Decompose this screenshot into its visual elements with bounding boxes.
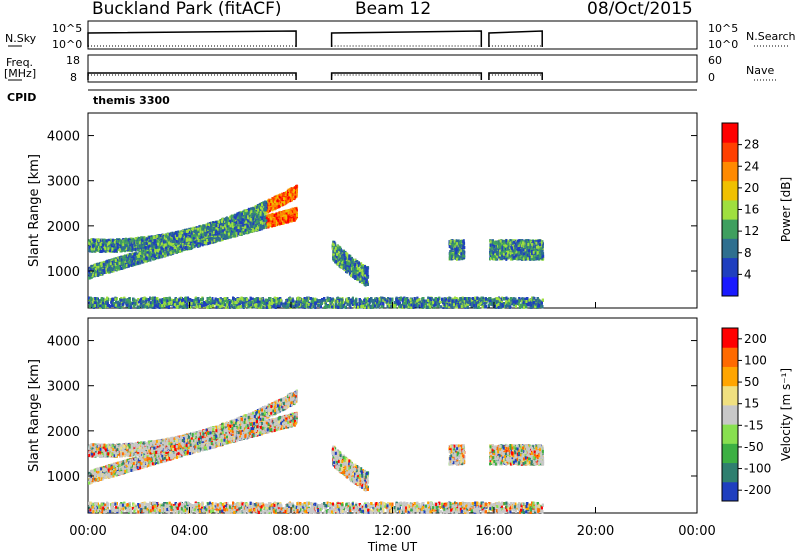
colorbar-tick-label: -100 — [744, 462, 771, 476]
y-tick-label: 2000 — [47, 220, 80, 235]
colorbar-tick-label: 100 — [744, 353, 767, 367]
colorbar-swatch — [722, 276, 738, 297]
x-tick-label: 16:00 — [475, 524, 512, 539]
colorbar-tick-label: 15 — [744, 397, 759, 411]
x-axis-label: Time UT — [367, 540, 418, 554]
y-tick-label: 1000 — [47, 265, 80, 280]
y-tick-label: 3000 — [47, 380, 80, 395]
nsky-trace-2 — [488, 30, 543, 47]
x-tick-label: 00:00 — [678, 524, 715, 539]
y-tick-label: 1000 — [47, 470, 80, 485]
colorbar-swatch — [722, 385, 738, 406]
freq-tick-high: 18 — [66, 54, 80, 67]
velocity-echo-cells — [88, 389, 545, 514]
colorbar-frame — [721, 327, 739, 502]
colorbar-swatch — [722, 142, 738, 162]
beam-title: Beam 12 — [355, 0, 431, 19]
nave-tick-high: 60 — [708, 54, 722, 67]
colorbar-swatch — [722, 404, 738, 425]
colorbar-tick-label: 16 — [744, 203, 759, 217]
x-tick-label: 00:00 — [69, 524, 106, 539]
colorbar-tick-label: 20 — [744, 181, 759, 195]
x-tick-label: 20:00 — [577, 524, 614, 539]
nave-label: Nave — [746, 64, 774, 77]
colorbar-label: Power [dB] — [779, 177, 793, 242]
nsearch-tick-low: 10^0 — [708, 38, 738, 51]
freq-trace-0 — [87, 72, 297, 80]
colorbar-tick-label: -50 — [744, 440, 764, 454]
colorbar-swatch — [722, 161, 738, 182]
y-tick-label: 2000 — [47, 425, 80, 440]
colorbar-swatch — [722, 328, 738, 348]
freq-unit-label: [MHz] — [4, 67, 36, 80]
nsky-panel-frame — [87, 20, 698, 50]
colorbar-swatch — [722, 199, 738, 220]
colorbar-tick-label: 12 — [744, 224, 759, 238]
cpid-label: CPID — [7, 91, 36, 104]
freq-trace-2 — [488, 72, 543, 80]
nsky-label: N.Sky — [5, 32, 36, 45]
colorbar-swatch — [722, 366, 738, 387]
y-axis-label: Slant Range [km] — [27, 359, 42, 472]
colorbar-tick-label: -200 — [744, 483, 771, 497]
freq-panel-frame — [87, 54, 698, 83]
freq-tick-low: 8 — [70, 71, 77, 84]
colorbar-swatch — [722, 462, 738, 483]
x-tick-label: 04:00 — [171, 524, 208, 539]
nave-tick-low: 0 — [708, 71, 715, 84]
colorbar-tick-label: 200 — [744, 332, 767, 346]
y-tick-label: 4000 — [47, 130, 80, 145]
power-echo-cells — [88, 184, 545, 309]
colorbar-label: Velocity [m s⁻¹] — [779, 368, 793, 461]
power-panel-frame — [87, 112, 698, 309]
colorbar-swatch — [722, 257, 738, 278]
y-tick-label: 3000 — [47, 175, 80, 190]
freq-trace-1 — [330, 72, 483, 80]
colorbar-tick-label: 50 — [744, 375, 759, 389]
colorbar-swatch — [722, 238, 738, 259]
colorbar-swatch — [722, 219, 738, 239]
colorbar-swatch — [722, 123, 738, 143]
colorbar-swatch — [722, 443, 738, 464]
colorbar-tick-label: -15 — [744, 418, 764, 432]
colorbar-tick-label: 4 — [744, 267, 752, 281]
colorbar-tick-label: 28 — [744, 138, 759, 152]
x-tick-label: 12:00 — [374, 524, 411, 539]
station-title: Buckland Park (fitACF) — [92, 0, 282, 19]
y-axis-label: Slant Range [km] — [27, 154, 42, 267]
colorbar-tick-label: 8 — [744, 246, 752, 260]
date-title: 08/Oct/2015 — [587, 0, 693, 19]
freq-label: Freq. — [6, 56, 33, 69]
y-tick-label: 4000 — [47, 335, 80, 350]
nsky-tick-high: 10^5 — [52, 22, 82, 35]
colorbar-swatch — [722, 481, 738, 502]
cpid-value: themis 3300 — [93, 94, 170, 107]
nsearch-label: N.Search — [746, 30, 796, 43]
colorbar-swatch — [722, 180, 738, 201]
nsky-trace-1 — [330, 30, 483, 47]
nsearch-tick-high: 10^5 — [708, 22, 738, 35]
x-tick-label: 08:00 — [272, 524, 309, 539]
colorbar-tick-label: 24 — [744, 159, 759, 173]
nsky-trace-0 — [87, 30, 297, 47]
colorbar-swatch — [722, 347, 738, 367]
nsky-tick-low: 10^0 — [52, 38, 82, 51]
colorbar-swatch — [722, 424, 738, 444]
velocity-panel-frame — [87, 317, 698, 514]
